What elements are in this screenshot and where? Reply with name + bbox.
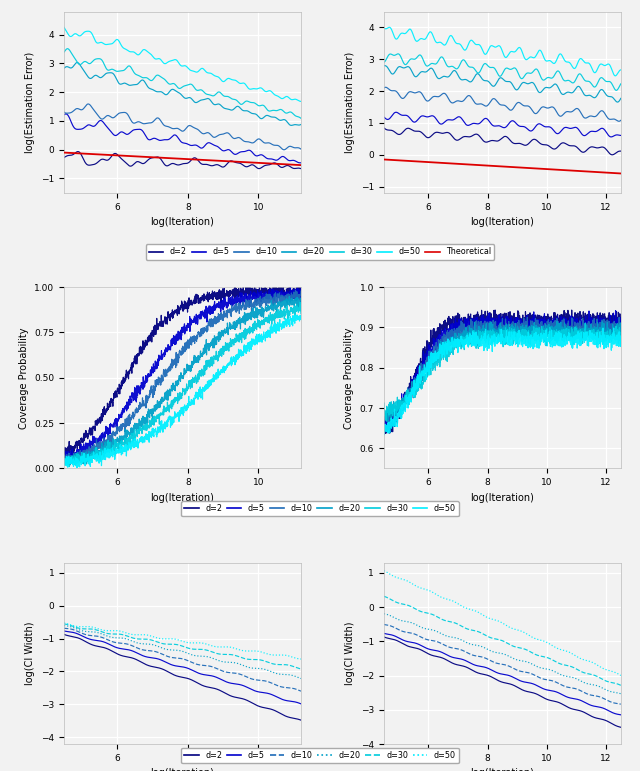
Y-axis label: log(Estimation Error): log(Estimation Error) [26,52,35,153]
Legend: d=2, d=5, d=10, d=20, d=30, d=50: d=2, d=5, d=10, d=20, d=30, d=50 [181,748,459,763]
X-axis label: log(Iteration): log(Iteration) [150,768,214,771]
Y-axis label: log(Estimation Error): log(Estimation Error) [346,52,355,153]
X-axis label: log(Iteration): log(Iteration) [470,768,534,771]
Y-axis label: log(CI Width): log(CI Width) [26,621,35,685]
Y-axis label: Coverage Probability: Coverage Probability [19,327,29,429]
X-axis label: log(Iteration): log(Iteration) [470,493,534,503]
X-axis label: log(Iteration): log(Iteration) [470,217,534,227]
Legend: d=2, d=5, d=10, d=20, d=30, d=50, Theoretical: d=2, d=5, d=10, d=20, d=30, d=50, Theore… [145,244,495,260]
X-axis label: log(Iteration): log(Iteration) [150,493,214,503]
X-axis label: log(Iteration): log(Iteration) [150,217,214,227]
Y-axis label: Coverage Probability: Coverage Probability [344,327,354,429]
Legend: d=2, d=5, d=10, d=20, d=30, d=50: d=2, d=5, d=10, d=20, d=30, d=50 [181,501,459,517]
Y-axis label: log(CI Width): log(CI Width) [346,621,355,685]
